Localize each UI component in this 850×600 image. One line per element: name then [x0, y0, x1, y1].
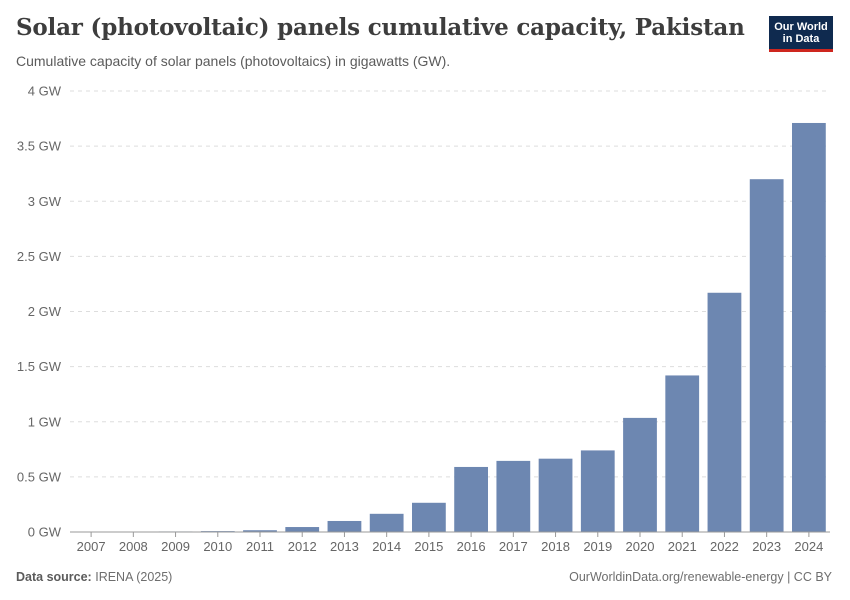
logo-line-1: Our World	[774, 21, 828, 33]
x-tick-label: 2013	[330, 539, 359, 554]
data-source: Data source: IRENA (2025)	[16, 570, 172, 584]
bar-2018[interactable]	[538, 458, 573, 532]
x-tick-label: 2021	[668, 539, 697, 554]
y-tick-label: 0.5 GW	[17, 469, 62, 484]
y-tick-label: 4 GW	[28, 84, 62, 99]
footer-attribution: OurWorldinData.org/renewable-energy | CC…	[569, 570, 832, 584]
chart-title: Solar (photovoltaic) panels cumulative c…	[16, 14, 745, 41]
x-tick-label: 2008	[119, 539, 148, 554]
bar-2011[interactable]	[243, 530, 277, 532]
x-tick-label: 2019	[583, 539, 612, 554]
chart-subtitle: Cumulative capacity of solar panels (pho…	[16, 53, 451, 69]
bar-2016[interactable]	[454, 466, 488, 532]
x-tick-label: 2024	[794, 539, 823, 554]
data-source-value: IRENA (2025)	[95, 570, 173, 584]
license-text: | CC BY	[787, 570, 832, 584]
x-tick-label: 2015	[414, 539, 443, 554]
bar-2024[interactable]	[792, 122, 826, 532]
y-tick-label: 3 GW	[28, 194, 62, 209]
bar-2019[interactable]	[580, 450, 615, 532]
bar-2015[interactable]	[412, 502, 446, 532]
data-source-label: Data source:	[16, 570, 92, 584]
x-tick-label: 2007	[77, 539, 106, 554]
y-tick-label: 3.5 GW	[17, 139, 62, 154]
y-tick-label: 0 GW	[28, 525, 62, 540]
x-tick-label: 2011	[246, 539, 274, 554]
source-link[interactable]: OurWorldinData.org/renewable-energy	[569, 570, 784, 584]
y-tick-label: 2.5 GW	[17, 249, 62, 264]
x-tick-label: 2012	[288, 539, 317, 554]
x-tick-label: 2009	[161, 539, 190, 554]
x-tick-label: 2017	[499, 539, 528, 554]
x-tick-label: 2014	[372, 539, 401, 554]
x-tick-label: 2010	[203, 539, 232, 554]
x-tick-label: 2016	[457, 539, 486, 554]
x-tick-label: 2018	[541, 539, 570, 554]
y-tick-label: 1 GW	[28, 414, 62, 429]
bar-2021[interactable]	[665, 375, 700, 532]
y-tick-label: 2 GW	[28, 304, 62, 319]
bar-2022[interactable]	[707, 292, 742, 532]
logo-line-2: in Data	[782, 33, 820, 45]
bar-2017[interactable]	[496, 460, 531, 532]
x-tick-label: 2022	[710, 539, 739, 554]
x-tick-label: 2023	[752, 539, 781, 554]
y-tick-label: 1.5 GW	[17, 359, 62, 374]
bar-2012[interactable]	[285, 527, 320, 532]
bar-2020[interactable]	[623, 417, 657, 532]
bar-2013[interactable]	[327, 520, 362, 532]
bar-2023[interactable]	[749, 179, 784, 532]
bar-2014[interactable]	[369, 513, 404, 532]
owid-logo[interactable]: Our World in Data	[769, 16, 833, 52]
x-tick-label: 2020	[626, 539, 655, 554]
